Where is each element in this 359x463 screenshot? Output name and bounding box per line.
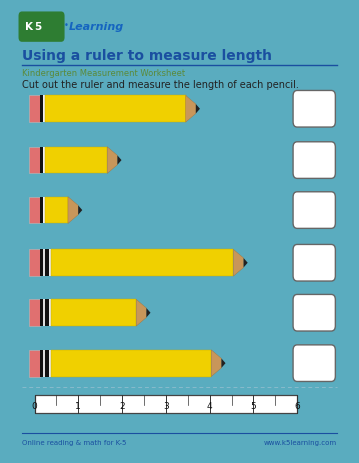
- Bar: [43, 350, 46, 376]
- Text: 5: 5: [34, 22, 41, 31]
- Bar: [43, 95, 46, 122]
- FancyBboxPatch shape: [293, 192, 335, 228]
- Bar: [40, 147, 43, 174]
- Text: 0: 0: [32, 402, 37, 411]
- FancyBboxPatch shape: [293, 90, 335, 127]
- Bar: [46, 197, 68, 224]
- Text: Kindergarten Measurement Worksheet: Kindergarten Measurement Worksheet: [22, 69, 185, 79]
- Bar: [48, 350, 51, 376]
- Bar: [43, 147, 46, 174]
- Polygon shape: [233, 250, 244, 276]
- Text: Online reading & math for K-5: Online reading & math for K-5: [22, 440, 126, 446]
- Text: Cut out the ruler and measure the length of each pencil.: Cut out the ruler and measure the length…: [22, 80, 299, 90]
- Polygon shape: [186, 95, 196, 122]
- Bar: [40, 350, 43, 376]
- Bar: [29, 95, 40, 122]
- Bar: [40, 250, 43, 276]
- Bar: [51, 250, 233, 276]
- Polygon shape: [146, 308, 150, 318]
- Text: Using a ruler to measure length: Using a ruler to measure length: [22, 50, 272, 63]
- Bar: [29, 300, 40, 326]
- Bar: [46, 147, 107, 174]
- Text: www.k5learning.com: www.k5learning.com: [264, 440, 337, 446]
- Bar: [48, 250, 51, 276]
- Bar: [40, 300, 43, 326]
- Bar: [43, 197, 46, 224]
- Polygon shape: [68, 197, 78, 224]
- Polygon shape: [136, 300, 146, 326]
- Bar: [29, 350, 40, 376]
- Bar: [29, 147, 40, 174]
- Bar: [46, 250, 48, 276]
- Bar: [46, 95, 186, 122]
- Text: 1: 1: [75, 402, 81, 411]
- FancyBboxPatch shape: [293, 345, 335, 382]
- Bar: [40, 197, 43, 224]
- Polygon shape: [196, 104, 200, 113]
- Polygon shape: [222, 358, 225, 368]
- Polygon shape: [117, 156, 121, 165]
- Polygon shape: [244, 258, 248, 268]
- Text: 3: 3: [163, 402, 169, 411]
- Bar: [43, 250, 46, 276]
- Bar: [40, 95, 43, 122]
- Bar: [51, 300, 136, 326]
- Text: •: •: [64, 21, 69, 30]
- Bar: [43, 300, 46, 326]
- Bar: [29, 197, 40, 224]
- Bar: [29, 250, 40, 276]
- FancyBboxPatch shape: [19, 12, 65, 42]
- Text: 6: 6: [294, 402, 300, 411]
- Bar: [51, 350, 211, 376]
- Polygon shape: [211, 350, 222, 376]
- Text: Learning: Learning: [69, 22, 124, 31]
- Bar: [46, 300, 48, 326]
- FancyBboxPatch shape: [293, 294, 335, 331]
- Text: 4: 4: [207, 402, 213, 411]
- Bar: [48, 300, 51, 326]
- FancyBboxPatch shape: [293, 244, 335, 281]
- Polygon shape: [78, 206, 82, 215]
- Text: 5: 5: [251, 402, 256, 411]
- Polygon shape: [107, 147, 117, 174]
- FancyBboxPatch shape: [293, 142, 335, 178]
- Bar: [46, 350, 48, 376]
- Bar: [34, 395, 297, 413]
- Text: 2: 2: [119, 402, 125, 411]
- Text: K: K: [25, 22, 33, 31]
